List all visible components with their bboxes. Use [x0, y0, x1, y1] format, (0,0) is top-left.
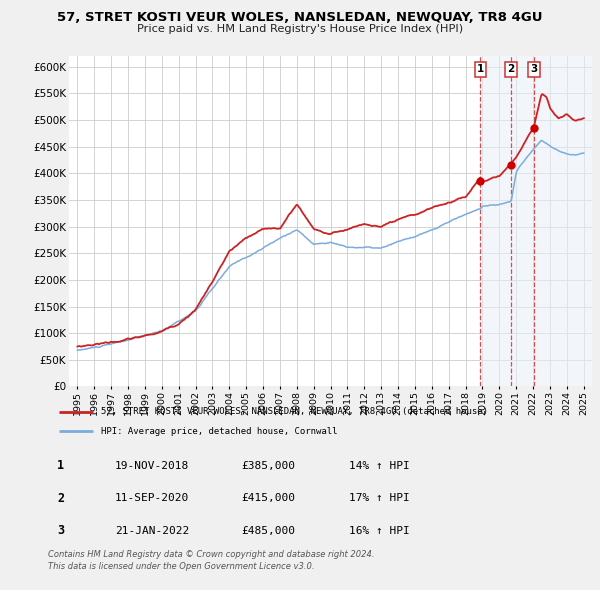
Text: 57, STRET KOSTI VEUR WOLES, NANSLEDAN, NEWQUAY, TR8 4GU: 57, STRET KOSTI VEUR WOLES, NANSLEDAN, N…	[57, 11, 543, 24]
Bar	[481, 56, 592, 386]
Text: This data is licensed under the Open Government Licence v3.0.: This data is licensed under the Open Gov…	[48, 562, 314, 571]
Text: £415,000: £415,000	[241, 493, 295, 503]
Text: 1: 1	[57, 459, 64, 473]
Text: 16% ↑ HPI: 16% ↑ HPI	[349, 526, 410, 536]
Text: £385,000: £385,000	[241, 461, 295, 471]
Text: 2: 2	[508, 64, 515, 74]
Text: 57, STRET KOSTI VEUR WOLES, NANSLEDAN, NEWQUAY, TR8 4GU (detached house): 57, STRET KOSTI VEUR WOLES, NANSLEDAN, N…	[101, 407, 488, 417]
Text: 21-JAN-2022: 21-JAN-2022	[115, 526, 190, 536]
Text: 11-SEP-2020: 11-SEP-2020	[115, 493, 190, 503]
Text: 1: 1	[477, 64, 484, 74]
Text: 14% ↑ HPI: 14% ↑ HPI	[349, 461, 410, 471]
Text: 3: 3	[57, 524, 64, 537]
Text: HPI: Average price, detached house, Cornwall: HPI: Average price, detached house, Corn…	[101, 427, 337, 436]
Text: 2: 2	[57, 491, 64, 505]
Text: 3: 3	[530, 64, 538, 74]
Text: 19-NOV-2018: 19-NOV-2018	[115, 461, 190, 471]
Text: £485,000: £485,000	[241, 526, 295, 536]
Text: 17% ↑ HPI: 17% ↑ HPI	[349, 493, 410, 503]
Text: Contains HM Land Registry data © Crown copyright and database right 2024.: Contains HM Land Registry data © Crown c…	[48, 550, 374, 559]
Text: Price paid vs. HM Land Registry's House Price Index (HPI): Price paid vs. HM Land Registry's House …	[137, 24, 463, 34]
